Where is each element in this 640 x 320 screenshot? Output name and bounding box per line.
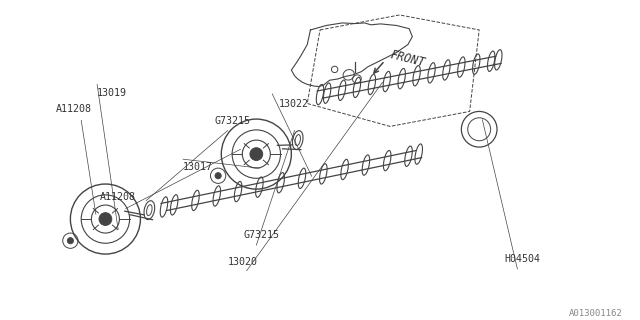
Circle shape	[99, 213, 112, 225]
Text: 13022: 13022	[278, 99, 308, 109]
Circle shape	[215, 172, 221, 179]
Text: 13020: 13020	[228, 258, 258, 268]
Text: FRONT: FRONT	[388, 48, 426, 69]
Text: G73215: G73215	[215, 116, 251, 126]
Text: H04504: H04504	[505, 254, 541, 264]
Text: 13017: 13017	[183, 162, 213, 172]
Circle shape	[250, 148, 262, 160]
Text: A013001162: A013001162	[569, 309, 623, 318]
Text: A11208: A11208	[100, 192, 136, 202]
Text: G73215: G73215	[244, 230, 280, 240]
Text: A11208: A11208	[56, 104, 92, 114]
Text: 13019: 13019	[97, 88, 127, 98]
Circle shape	[67, 237, 74, 244]
